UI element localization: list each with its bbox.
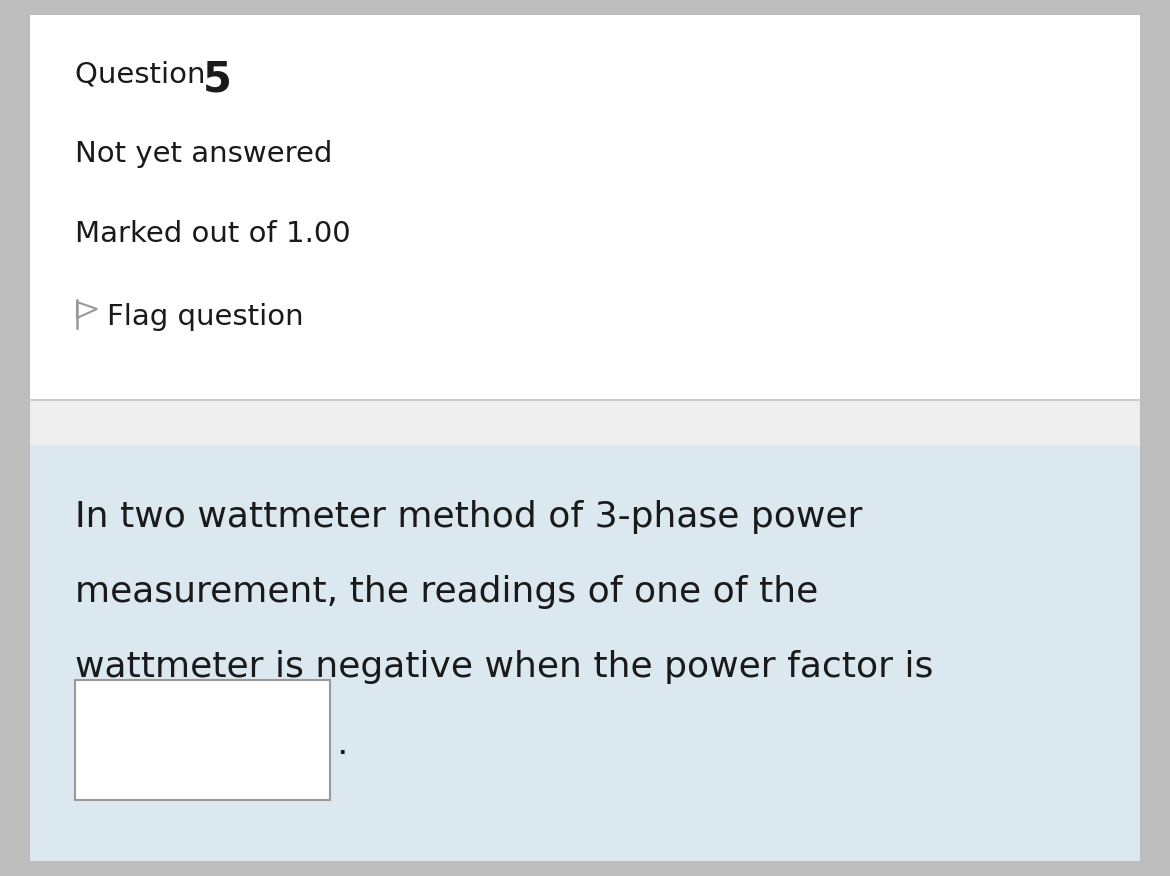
Text: 5: 5 (204, 58, 232, 100)
Bar (30, 400, 1140, 445)
Bar (30, 15, 1140, 400)
Bar (75, 680, 330, 800)
Text: Flag question: Flag question (106, 303, 304, 331)
FancyBboxPatch shape (30, 15, 1140, 861)
Text: In two wattmeter method of 3-phase power: In two wattmeter method of 3-phase power (75, 500, 862, 534)
Text: Not yet answered: Not yet answered (75, 140, 332, 168)
Text: Question: Question (75, 60, 215, 88)
Text: measurement, the readings of one of the: measurement, the readings of one of the (75, 575, 818, 609)
Text: wattmeter is negative when the power factor is: wattmeter is negative when the power fac… (75, 650, 934, 684)
Text: .: . (336, 727, 347, 761)
Text: Marked out of 1.00: Marked out of 1.00 (75, 220, 351, 248)
Bar (30, 445, 1140, 861)
